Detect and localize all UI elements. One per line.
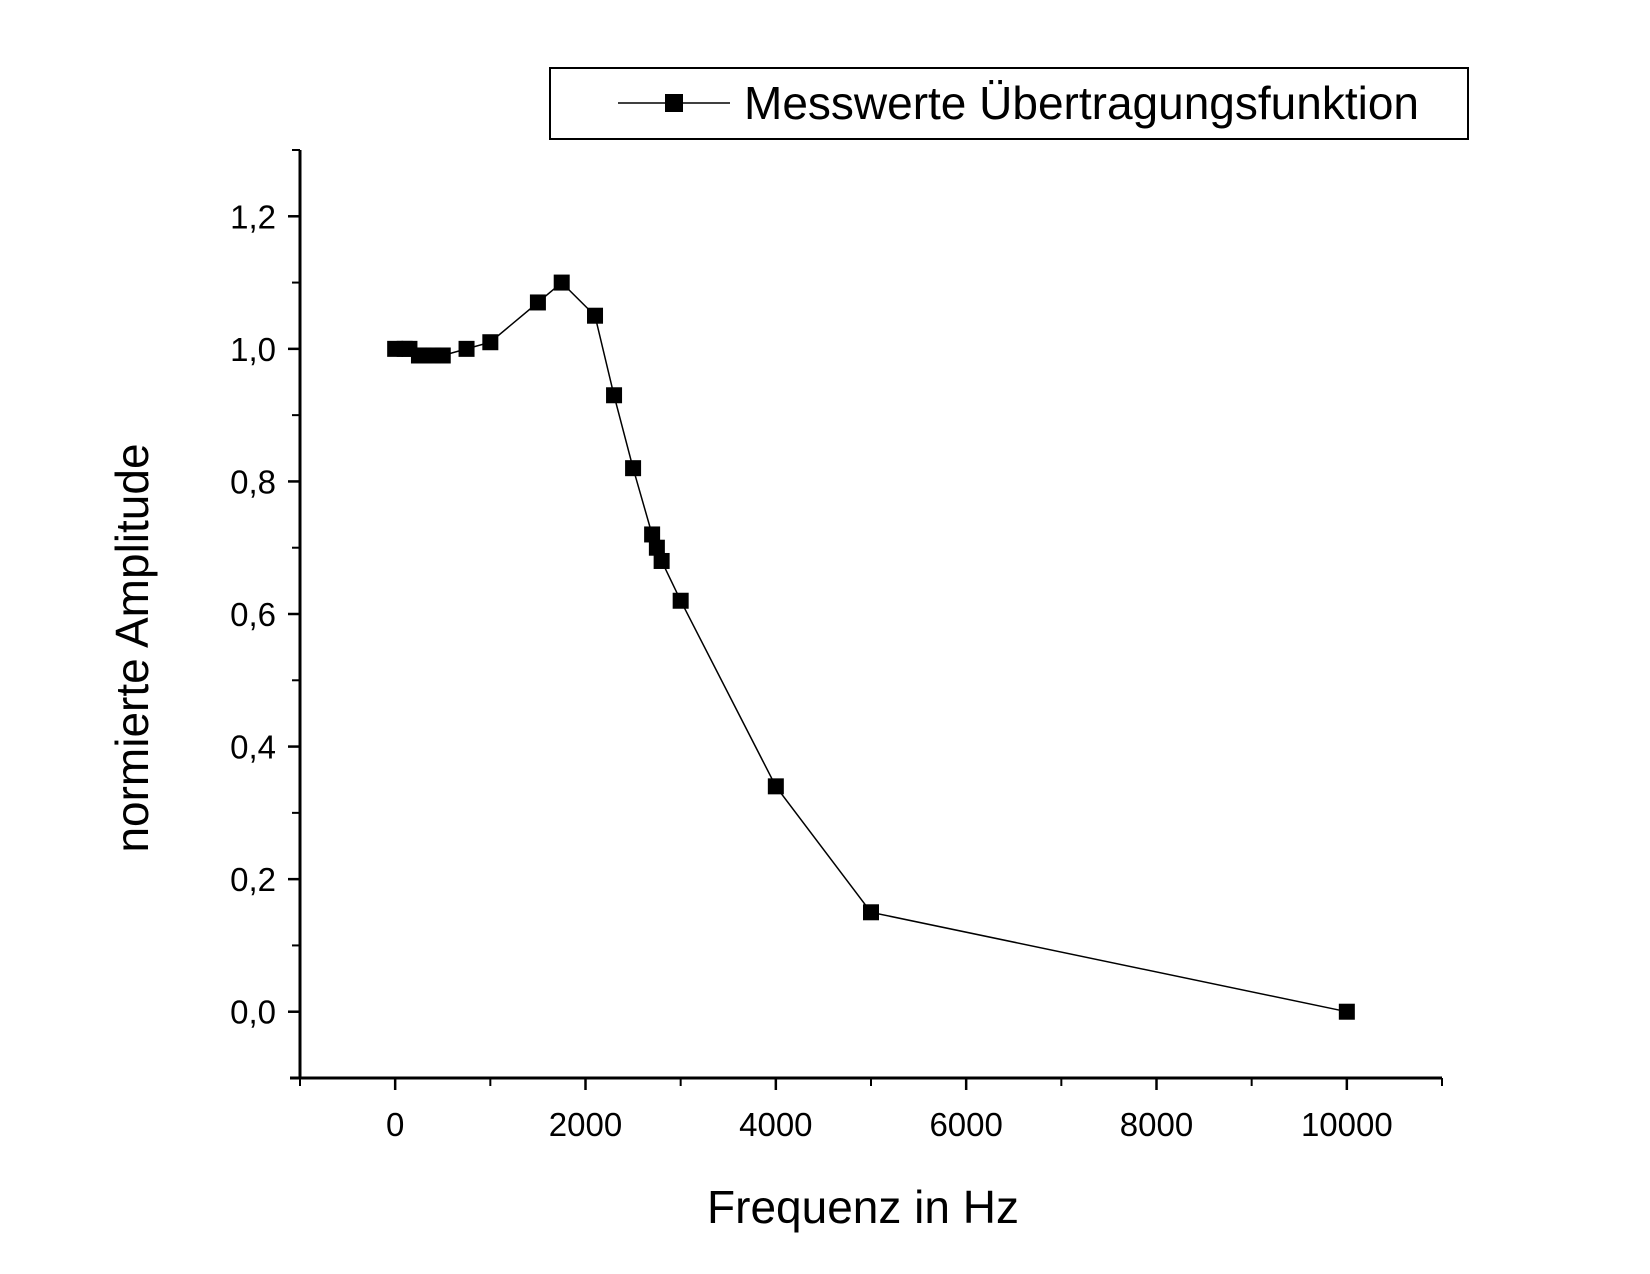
- data-point-marker: [606, 387, 623, 404]
- data-point-marker: [1338, 1003, 1355, 1020]
- data-point-marker: [672, 592, 689, 609]
- y-tick-label: 0,8: [230, 463, 276, 500]
- data-point-marker: [767, 778, 784, 795]
- legend-label: Messwerte Übertragungsfunktion: [744, 77, 1419, 129]
- data-point-marker: [587, 307, 604, 324]
- x-axis-title: Frequenz in Hz: [707, 1181, 1019, 1233]
- x-tick-label: 0: [386, 1106, 404, 1143]
- data-point-marker: [529, 294, 546, 311]
- y-tick-label: 1,0: [230, 331, 276, 368]
- series-layer: [387, 274, 1355, 1020]
- x-axis-ticks: 0 2000 4000 6000 8000 10000: [299, 1078, 1443, 1143]
- data-point-marker: [625, 460, 642, 477]
- data-point-marker: [458, 340, 475, 357]
- series-line: [395, 281, 1347, 1013]
- data-point-marker: [553, 274, 570, 291]
- x-tick-label: 2000: [549, 1106, 622, 1143]
- x-tick-label: 8000: [1120, 1106, 1193, 1143]
- legend-marker: [665, 94, 683, 112]
- data-point-marker: [653, 552, 670, 569]
- data-point-marker: [434, 347, 451, 364]
- y-tick-label: 0,6: [230, 596, 276, 633]
- y-tick-label: 0,4: [230, 729, 276, 766]
- x-tick-label: 6000: [929, 1106, 1002, 1143]
- y-axis-title: normierte Amplitude: [106, 443, 158, 852]
- x-tick-label: 4000: [739, 1106, 812, 1143]
- data-point-marker: [648, 539, 665, 556]
- legend: Messwerte Übertragungsfunktion: [549, 67, 1469, 140]
- x-tick-label: 10000: [1301, 1106, 1393, 1143]
- data-point-marker: [863, 904, 879, 921]
- data-point-marker: [482, 334, 499, 351]
- y-tick-label: 0,0: [230, 994, 276, 1031]
- data-point-marker: [644, 526, 661, 543]
- y-tick-label: 1,2: [230, 198, 276, 235]
- y-tick-label: 0,2: [230, 861, 276, 898]
- axes: [290, 150, 1442, 1080]
- y-axis-ticks: 0,0 0,2 0,4 0,6 0,8 1,0 1,2: [230, 149, 300, 1079]
